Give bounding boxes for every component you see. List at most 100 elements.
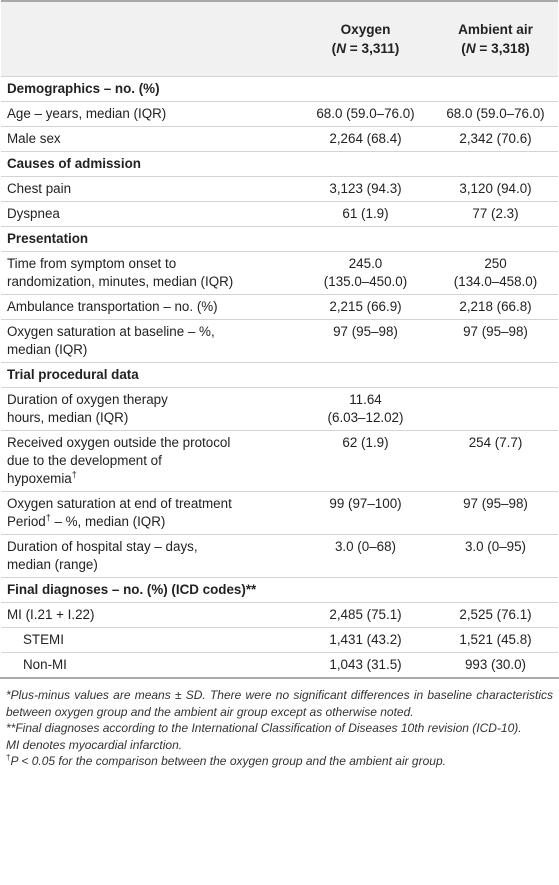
ambient-value: 254 (7.7) [433, 430, 558, 492]
row-label-line-2: Period† – %, median (IQR) [7, 513, 298, 531]
row-label: Male sex [1, 126, 298, 152]
row-label-line-3-text: hypoxemia [7, 471, 72, 486]
footnote-1: *Plus-minus values are means ± SD. There… [6, 688, 553, 719]
oxygen-value: 1,431 (43.2) [298, 627, 433, 653]
footnote-4-p: P [10, 754, 19, 768]
table-footnotes: *Plus-minus values are means ± SD. There… [0, 677, 559, 770]
ambient-value: 1,521 (45.8) [433, 627, 558, 653]
row-label: Oxygen saturation at end of treatment Per… [1, 491, 298, 535]
dagger-mark: † [45, 512, 51, 523]
row-label-line-1: Time from symptom onset to [7, 256, 177, 271]
oxygen-value-line-1: 245.0 [348, 256, 383, 271]
section-label: Presentation [1, 226, 558, 252]
row-label: Received oxygen outside the protocol due … [1, 430, 298, 492]
row-label: Duration of oxygen therapy hours, median … [1, 387, 298, 431]
row-label-line-2-suffix: – %, median (IQR) [50, 514, 166, 529]
dagger-mark: † [6, 753, 11, 762]
baseline-characteristics-table: Oxygen (N = 3,311) Ambient air (N = 3,31… [1, 0, 558, 677]
section-label: Demographics – no. (%) [1, 76, 558, 102]
oxygen-value: 245.0 (135.0–450.0) [298, 251, 433, 295]
ambient-value: 993 (30.0) [433, 652, 558, 677]
footnote-2: **Final diagnoses according to the Inter… [6, 721, 522, 735]
oxygen-value: 3.0 (0–68) [298, 534, 433, 578]
table-row: MI (I.21 + I.22) 2,485 (75.1) 2,525 (76.1) [1, 602, 558, 628]
ambient-value: 3.0 (0–95) [433, 534, 558, 578]
ambient-value: 97 (95–98) [433, 491, 558, 535]
row-label-line-2: hours, median (IQR) [7, 409, 298, 427]
row-label: Non-MI [1, 652, 298, 677]
oxygen-value: 99 (97–100) [298, 491, 433, 535]
row-label-line-2: median (range) [7, 556, 298, 574]
row-label-line-1: Oxygen saturation at end of treatment [7, 496, 232, 511]
row-label-line-2-text: randomization, minutes, median (IQR) [7, 274, 234, 289]
section-label: Trial procedural data [1, 362, 558, 388]
oxygen-value: 2,264 (68.4) [298, 126, 433, 152]
row-label: Duration of hospital stay – days, median … [1, 534, 298, 578]
oxygen-value: 2,215 (66.9) [298, 294, 433, 320]
section-label: Causes of admission [1, 151, 558, 177]
row-label-line-1: Duration of oxygen therapy [7, 392, 168, 407]
table-row: Received oxygen outside the protocol due … [1, 430, 558, 492]
oxygen-value: 11.64 (6.03–12.02) [298, 387, 433, 431]
row-label: Age – years, median (IQR) [1, 101, 298, 127]
ambient-value-line-1: 97 (95–98) [463, 324, 528, 339]
row-label: MI (I.21 + I.22) [1, 602, 298, 628]
oxygen-value: 61 (1.9) [298, 201, 433, 227]
section-header-row: Trial procedural data [1, 362, 558, 388]
ambient-value-line-1: 97 (95–98) [463, 496, 528, 511]
oxygen-value: 1,043 (31.5) [298, 652, 433, 677]
ambient-value: 77 (2.3) [433, 201, 558, 227]
header-oxygen-n: (N = 3,311) [331, 41, 400, 56]
row-label-line-2-text: median (range) [7, 557, 98, 572]
oxygen-value: 2,485 (75.1) [298, 602, 433, 628]
row-label-line-2: randomization, minutes, median (IQR) [7, 273, 298, 291]
header-ambient: Ambient air (N = 3,318) [433, 0, 558, 77]
footnote-3: MI denotes myocardial infarction. [6, 737, 183, 752]
footnote-4: †P < 0.05 for the comparison between the… [6, 753, 553, 770]
ambient-value [433, 387, 558, 431]
table-row: Oxygen saturation at baseline – %, median… [1, 319, 558, 363]
oxygen-value: 62 (1.9) [298, 430, 433, 492]
row-label-line-2-text: hours, median (IQR) [7, 410, 129, 425]
table-row: Non-MI 1,043 (31.5) 993 (30.0) [1, 652, 558, 677]
oxygen-value-line-1: 99 (97–100) [329, 496, 402, 511]
row-label-line-1: Oxygen saturation at baseline – %, [7, 324, 215, 339]
row-label: Oxygen saturation at baseline – %, median… [1, 319, 298, 363]
row-label-line-1: Received oxygen outside the protocol [7, 435, 231, 450]
row-label: STEMI [1, 627, 298, 653]
oxygen-value-line-1: 3.0 (0–68) [334, 539, 397, 554]
ambient-value: 2,218 (66.8) [433, 294, 558, 320]
ambient-value: 97 (95–98) [433, 319, 558, 363]
header-oxygen: Oxygen (N = 3,311) [298, 0, 433, 77]
row-label: Dyspnea [1, 201, 298, 227]
oxygen-value: 68.0 (59.0–76.0) [298, 101, 433, 127]
table-body: Demographics – no. (%) Age – years, media… [1, 76, 558, 677]
section-header-row: Demographics – no. (%) [1, 76, 558, 102]
header-blank-cell [1, 0, 298, 77]
dagger-mark: † [71, 469, 77, 480]
section-header-row: Presentation [1, 226, 558, 252]
section-label: Final diagnoses – no. (%) (ICD codes)** [1, 577, 558, 603]
table-row: Duration of oxygen therapy hours, median … [1, 387, 558, 431]
ambient-value-line-1: 3.0 (0–95) [464, 539, 527, 554]
table-row: Chest pain 3,123 (94.3) 3,120 (94.0) [1, 176, 558, 202]
ambient-value: 2,525 (76.1) [433, 602, 558, 628]
row-label-line-1: Duration of hospital stay – days, [7, 539, 198, 554]
table-row: Oxygen saturation at end of treatment Per… [1, 491, 558, 535]
footnote-4-text: < 0.05 for the comparison between the ox… [18, 754, 446, 768]
oxygen-value: 3,123 (94.3) [298, 176, 433, 202]
ambient-value: 3,120 (94.0) [433, 176, 558, 202]
ambient-value: 2,342 (70.6) [433, 126, 558, 152]
row-label-line-3: hypoxemia† [7, 470, 298, 488]
table-row: Time from symptom onset to randomization,… [1, 251, 558, 295]
oxygen-value-line-2: (135.0–450.0) [323, 274, 408, 289]
table-row: Dyspnea 61 (1.9) 77 (2.3) [1, 201, 558, 227]
row-label-line-2: due to the development of [7, 453, 162, 468]
section-header-row: Final diagnoses – no. (%) (ICD codes)** [1, 577, 558, 603]
section-header-row: Causes of admission [1, 151, 558, 177]
oxygen-value-line-1: 97 (95–98) [333, 324, 398, 339]
oxygen-value: 97 (95–98) [298, 319, 433, 363]
ambient-value-line-1: 250 [484, 256, 507, 271]
oxygen-value-line-1: 11.64 [349, 392, 382, 407]
